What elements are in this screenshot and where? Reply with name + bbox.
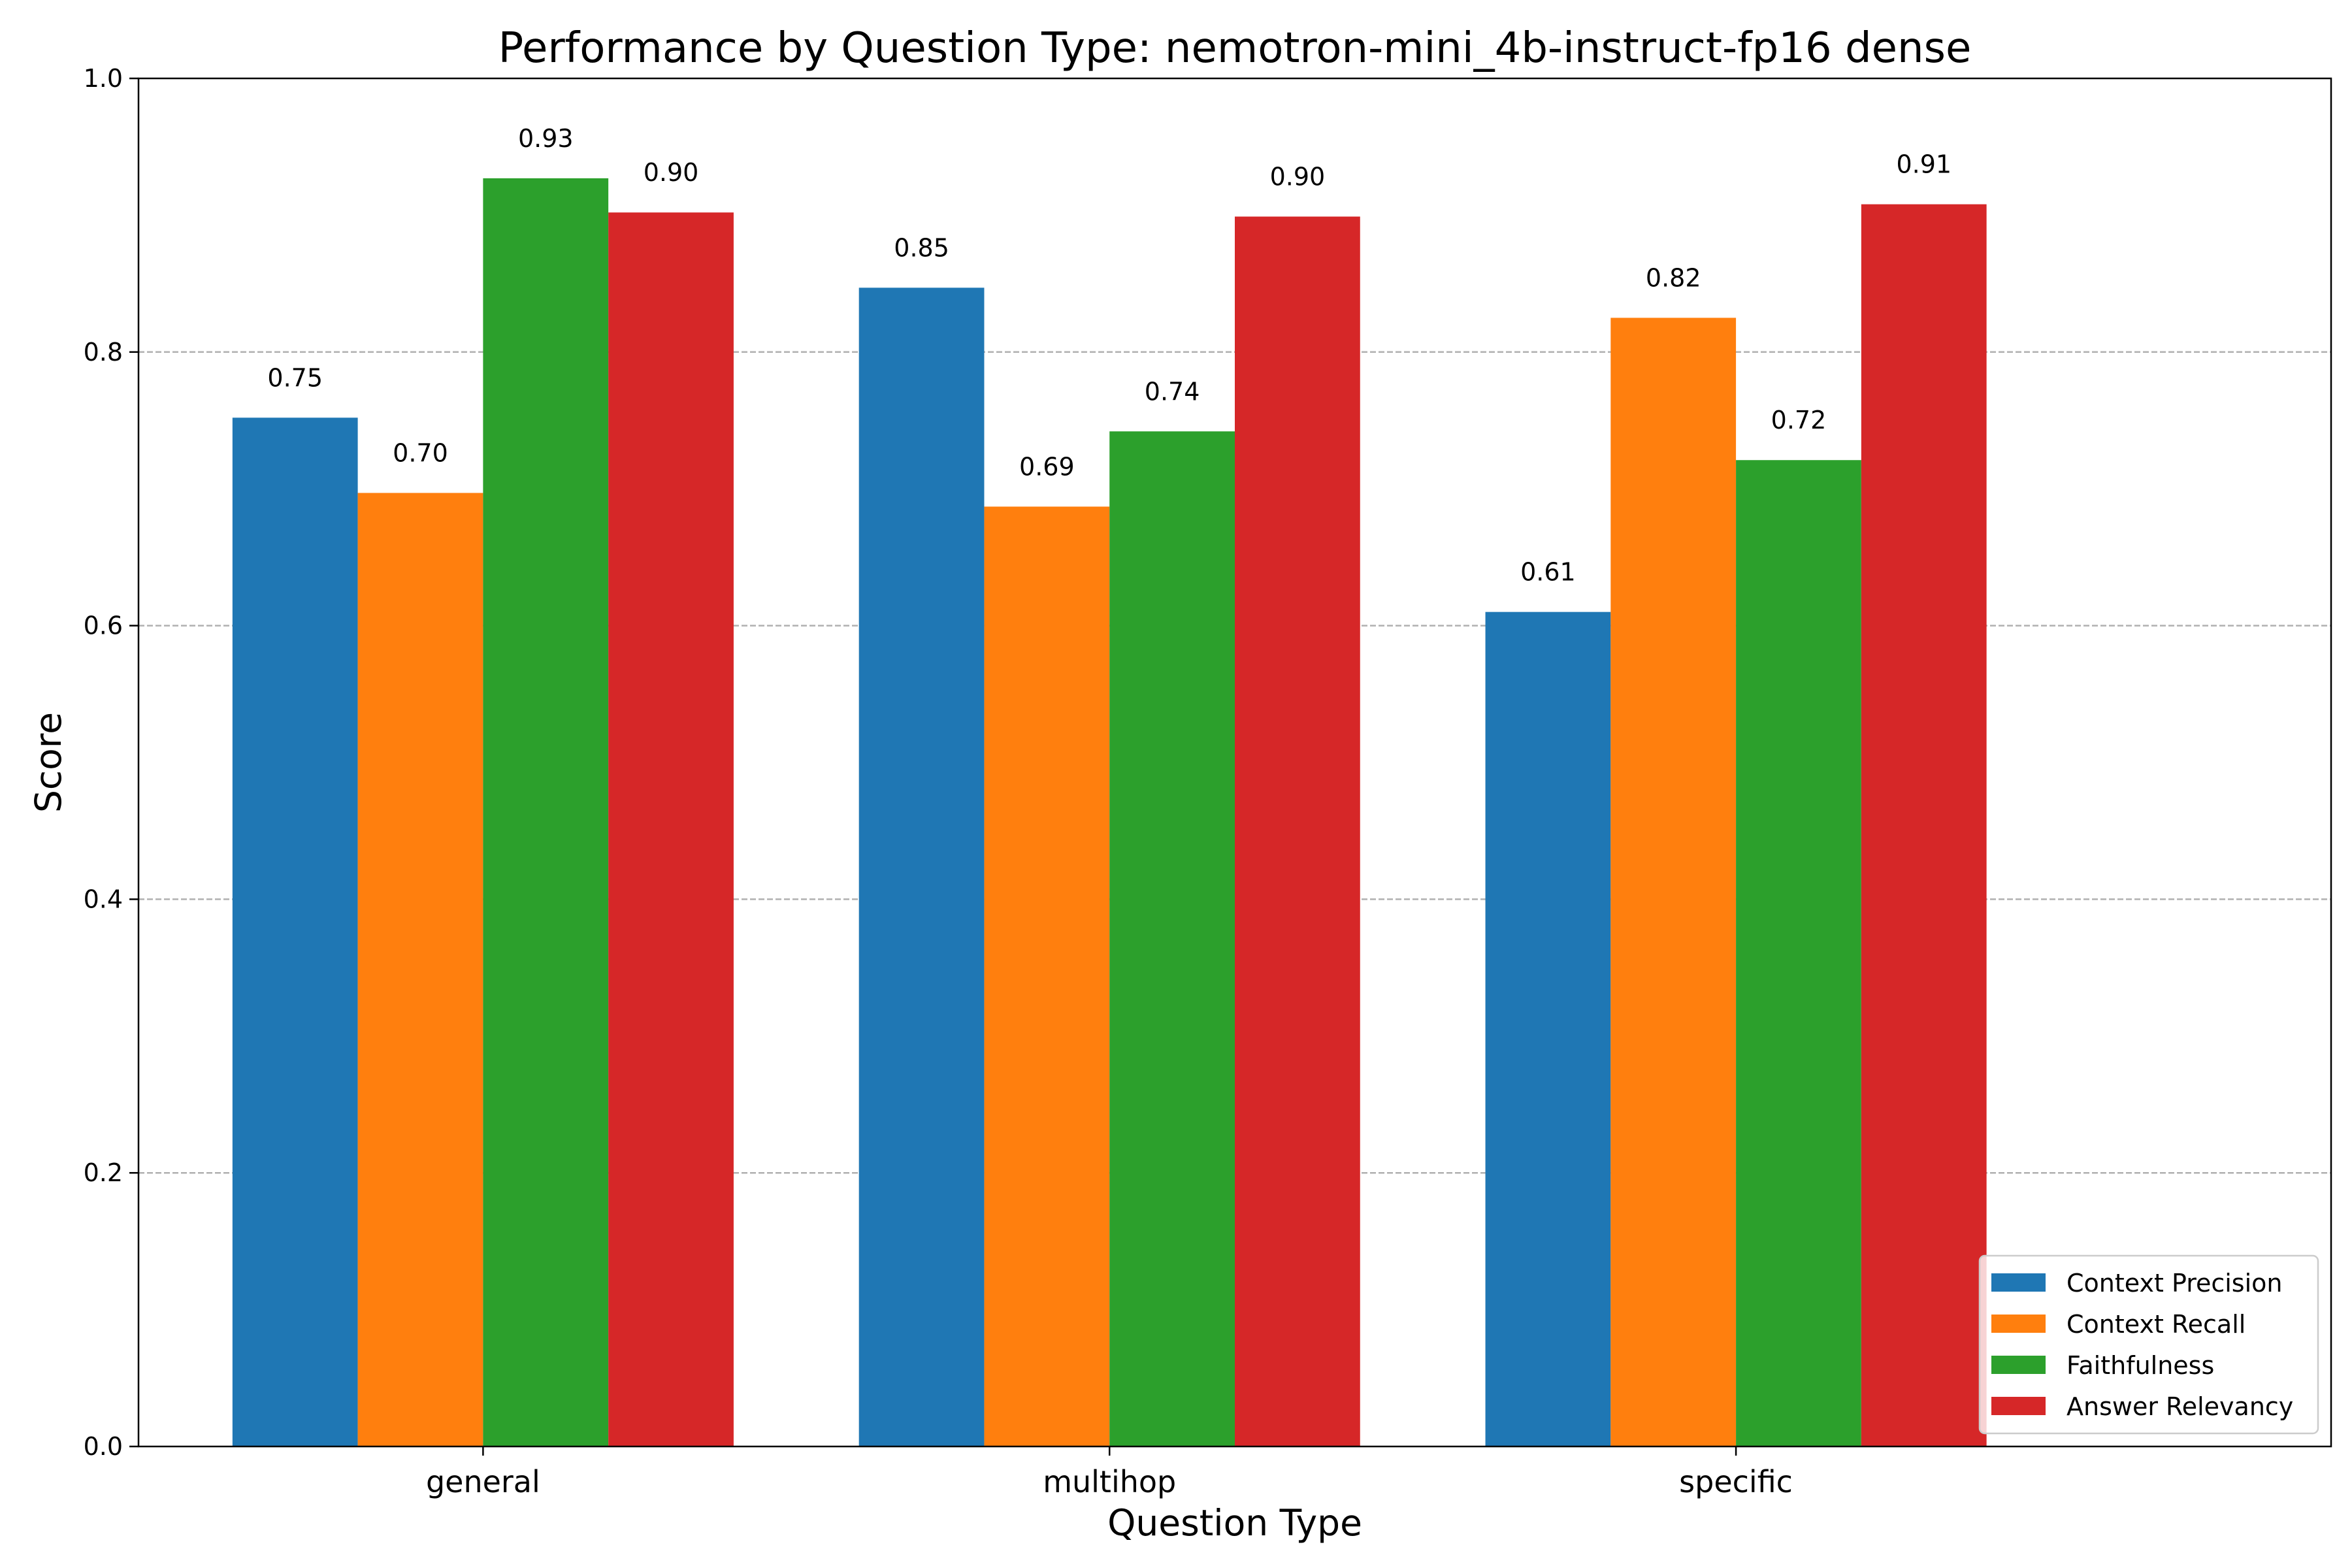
data-label: 0.93 [518, 124, 574, 153]
legend-entry: Answer Relevancy [2066, 1392, 2293, 1421]
legend-entry: Context Recall [2066, 1310, 2246, 1339]
y-axis-label: Score [27, 712, 69, 813]
bar-context-recall-specific [1610, 318, 1737, 1447]
bar-context-precision-multihop [858, 287, 985, 1447]
chart-title: Performance by Question Type: nemotron-m… [498, 24, 1972, 73]
bar-answer-relevancy-general [608, 212, 734, 1446]
legend-swatch [1991, 1273, 2046, 1292]
legend-swatch [1991, 1356, 2046, 1374]
y-tick-label: 0.2 [84, 1158, 123, 1187]
x-tick-label: general [426, 1464, 540, 1499]
bar-context-recall-general [357, 493, 483, 1447]
y-tick-label: 1.0 [84, 64, 123, 93]
data-label: 0.75 [267, 363, 323, 392]
bar-context-precision-specific [1485, 612, 1611, 1447]
data-label: 0.82 [1646, 263, 1701, 292]
data-label: 0.72 [1771, 406, 1827, 434]
legend-box [1978, 1254, 2319, 1435]
x-axis-label: Question Type [1107, 1502, 1362, 1544]
bar-answer-relevancy-specific [1861, 204, 1987, 1447]
data-label: 0.70 [393, 438, 448, 467]
data-label: 0.74 [1145, 377, 1200, 406]
data-labels: 0.75 0.70 0.93 0.90 0.85 0.69 0.74 0.90 0.61 0.82… [267, 124, 1952, 587]
data-label: 0.91 [1896, 150, 1952, 179]
bar-faithfulness-multihop [1109, 431, 1235, 1447]
plot-frame [137, 77, 2332, 1448]
legend-swatch [1991, 1397, 2046, 1415]
y-tick-label: 0.4 [84, 885, 123, 913]
data-label: 0.90 [1270, 162, 1326, 191]
y-tick-label: 0.6 [84, 612, 123, 640]
bars [232, 178, 1987, 1447]
bar-answer-relevancy-multihop [1235, 216, 1360, 1446]
bar-context-recall-multihop [984, 506, 1110, 1446]
x-tick-label: specific [1679, 1464, 1793, 1499]
bar-faithfulness-general [483, 178, 609, 1446]
legend-entry: Faithfulness [2066, 1351, 2214, 1380]
legend: Context Precision Context Recall Faithfuln… [1978, 1254, 2319, 1435]
legend-entry: Context Precision [2066, 1269, 2283, 1298]
axis-ticks: 0.0 0.2 0.4 0.6 0.8 1.0 general multihop specifi… [84, 64, 1793, 1499]
data-label: 0.90 [644, 158, 699, 187]
y-tick-label: 0.8 [84, 338, 123, 367]
bar-context-precision-general [232, 417, 358, 1446]
y-tick-label: 0.0 [84, 1432, 123, 1461]
data-label: 0.61 [1520, 558, 1576, 587]
bar-faithfulness-specific [1736, 460, 1861, 1446]
x-tick-label: multihop [1043, 1464, 1176, 1499]
legend-swatch [1991, 1315, 2046, 1333]
data-label: 0.69 [1019, 452, 1075, 481]
data-label: 0.85 [894, 233, 949, 262]
